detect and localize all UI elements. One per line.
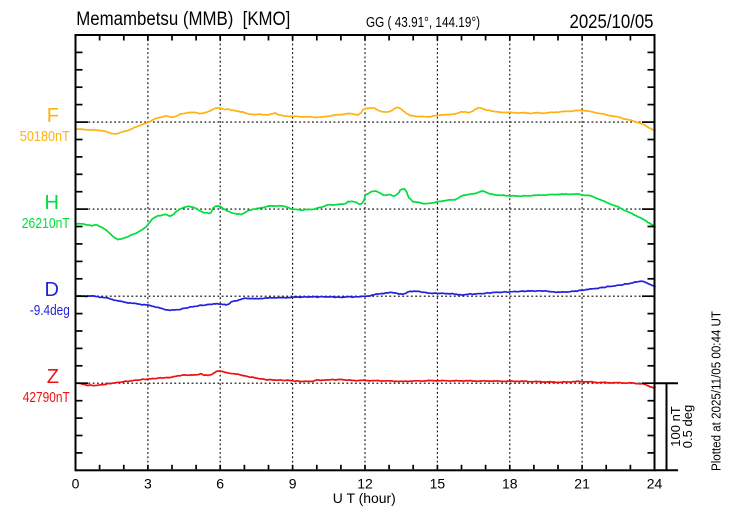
- svg-text:9: 9: [289, 475, 297, 491]
- svg-text:6: 6: [216, 475, 224, 491]
- svg-text:50180nT: 50180nT: [20, 128, 70, 145]
- svg-text:GG ( 43.91°, 144.19°): GG ( 43.91°, 144.19°): [366, 14, 480, 31]
- svg-text:F: F: [47, 105, 59, 127]
- svg-text:0: 0: [72, 475, 80, 491]
- svg-text:100 nT: 100 nT: [668, 406, 683, 447]
- svg-text:D: D: [45, 279, 59, 301]
- svg-text:Plotted at 2025/11/05 00:44 UT: Plotted at 2025/11/05 00:44 UT: [709, 311, 724, 471]
- svg-text:24: 24: [647, 475, 663, 491]
- svg-text:-9.4deg: -9.4deg: [30, 302, 70, 319]
- svg-text:21: 21: [574, 475, 590, 491]
- svg-text:Memambetsu (MMB) [KMO]: Memambetsu (MMB) [KMO]: [76, 9, 290, 30]
- svg-text:26210nT: 26210nT: [22, 215, 70, 232]
- svg-text:3: 3: [144, 475, 152, 491]
- svg-text:18: 18: [502, 475, 518, 491]
- svg-text:U T (hour): U T (hour): [333, 491, 396, 506]
- svg-text:0.5 deg: 0.5 deg: [680, 405, 695, 448]
- svg-text:42790nT: 42790nT: [23, 389, 70, 406]
- svg-text:2025/10/05: 2025/10/05: [570, 12, 654, 33]
- svg-text:Z: Z: [47, 366, 59, 388]
- svg-text:15: 15: [430, 475, 446, 491]
- svg-text:H: H: [45, 192, 59, 214]
- svg-text:12: 12: [357, 475, 373, 491]
